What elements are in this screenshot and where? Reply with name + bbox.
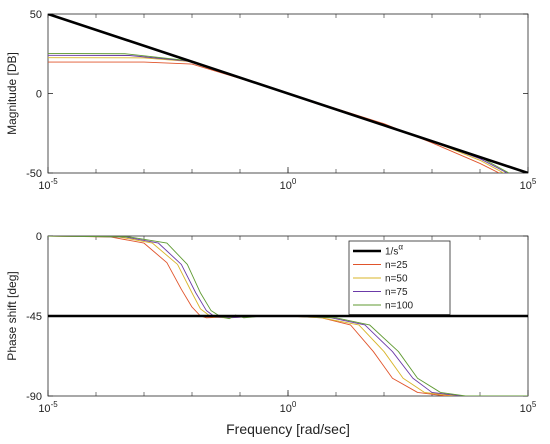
- y-tick-label: -90: [26, 391, 42, 403]
- x-tick-exponent: -5: [51, 400, 59, 409]
- series-group: [48, 14, 528, 173]
- x-tick-exponent: -5: [51, 177, 59, 186]
- legend-label: n=100: [385, 301, 414, 312]
- y-tick-label: 0: [36, 231, 42, 243]
- series-line-n-100: [48, 236, 528, 396]
- x-tick-exponent: 0: [292, 177, 297, 186]
- legend: 1/sαn=25n=50n=75n=100: [348, 240, 451, 315]
- series-line-1-s-: [48, 14, 528, 173]
- legend-label: n=50: [385, 274, 408, 285]
- y-tick-label: 0: [36, 89, 42, 101]
- x-axis-label: Frequency [rad/sec]: [226, 421, 350, 437]
- y-tick-label: -50: [26, 168, 42, 180]
- y-tick-label: 50: [30, 9, 42, 21]
- y-axis-label: Phase shift [deg]: [5, 271, 19, 360]
- y-tick-label: -45: [26, 311, 42, 323]
- x-tick-exponent: 5: [532, 400, 537, 409]
- x-tick-label: 105: [520, 177, 537, 192]
- x-tick-label: 100: [280, 400, 297, 415]
- y-axis-label: Magnitude [DB]: [5, 52, 19, 135]
- legend-label-exponent: α: [398, 243, 403, 252]
- series-group: [48, 236, 528, 396]
- legend-label: n=25: [385, 260, 408, 271]
- x-tick-label: 105: [520, 400, 537, 415]
- x-tick-exponent: 5: [532, 177, 537, 186]
- legend-label: n=75: [385, 287, 408, 298]
- x-tick-exponent: 0: [292, 400, 297, 409]
- x-tick-label: 100: [280, 177, 297, 192]
